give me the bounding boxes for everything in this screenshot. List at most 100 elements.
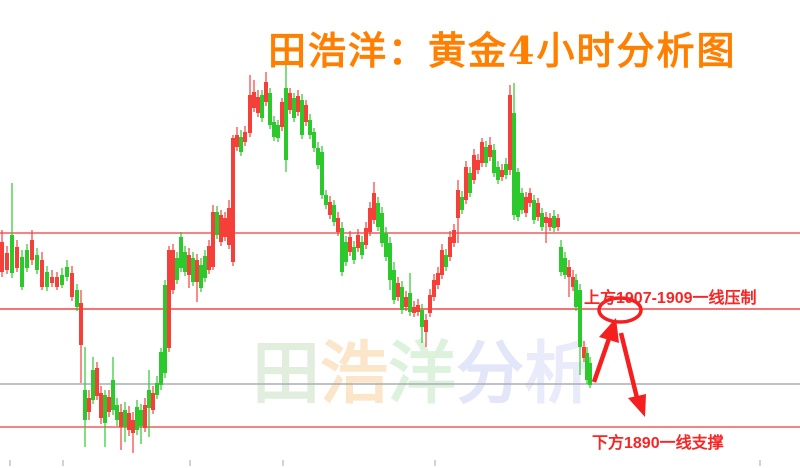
candle bbox=[376, 203, 380, 227]
candle bbox=[440, 250, 444, 275]
candle bbox=[476, 160, 480, 170]
candle bbox=[452, 230, 456, 243]
candle bbox=[444, 255, 448, 267]
candle bbox=[384, 233, 388, 257]
candle bbox=[127, 413, 131, 430]
candle bbox=[578, 290, 582, 347]
candle bbox=[356, 235, 360, 248]
watermark-char: 田 bbox=[252, 334, 321, 414]
candle bbox=[239, 137, 243, 152]
candle bbox=[296, 96, 300, 112]
candle bbox=[484, 147, 488, 163]
candle bbox=[472, 155, 476, 180]
candle bbox=[500, 170, 504, 177]
candle bbox=[492, 150, 496, 173]
up-arrow-head bbox=[599, 318, 619, 343]
candle bbox=[175, 258, 179, 280]
candle bbox=[35, 255, 39, 270]
candle bbox=[516, 172, 520, 217]
candle bbox=[563, 258, 567, 275]
candle bbox=[552, 216, 556, 228]
watermark-char: 洋 bbox=[388, 334, 457, 414]
watermark: 田浩洋分析 bbox=[252, 318, 592, 417]
candle bbox=[408, 293, 412, 312]
candle bbox=[416, 305, 420, 312]
candle bbox=[211, 212, 215, 267]
candle bbox=[344, 242, 348, 262]
candle bbox=[512, 113, 516, 215]
candle bbox=[135, 407, 139, 430]
candle bbox=[179, 237, 183, 268]
candle bbox=[320, 152, 324, 195]
candle bbox=[352, 247, 356, 260]
candle bbox=[308, 120, 312, 135]
candle bbox=[464, 167, 468, 200]
candle bbox=[167, 250, 171, 348]
candle bbox=[5, 253, 9, 270]
candle bbox=[380, 213, 384, 243]
candle bbox=[536, 203, 540, 217]
candle bbox=[187, 255, 191, 275]
candle bbox=[65, 267, 69, 277]
candle bbox=[272, 122, 276, 137]
candle bbox=[0, 242, 4, 272]
candle bbox=[40, 260, 44, 287]
candle bbox=[199, 265, 203, 288]
candle bbox=[155, 383, 159, 395]
candle bbox=[532, 200, 536, 220]
page-title: 田浩洋：黄金4小时分析图 bbox=[268, 28, 737, 73]
candle bbox=[432, 280, 436, 297]
candle bbox=[111, 380, 115, 410]
candle bbox=[131, 420, 135, 433]
candle bbox=[147, 390, 151, 408]
candle bbox=[183, 252, 187, 272]
candle bbox=[219, 215, 223, 242]
candle bbox=[460, 197, 464, 210]
candle bbox=[372, 193, 376, 220]
candle bbox=[574, 280, 578, 307]
candle bbox=[195, 260, 199, 282]
support-annotation: 下方1890一线支撑 bbox=[592, 435, 724, 452]
watermark-char: 浩 bbox=[320, 334, 389, 414]
candle bbox=[10, 235, 14, 273]
candle bbox=[428, 295, 432, 313]
candle bbox=[203, 256, 207, 278]
candle bbox=[30, 240, 34, 260]
candle bbox=[119, 412, 123, 427]
candle bbox=[324, 195, 328, 205]
candle bbox=[559, 247, 563, 272]
candle bbox=[20, 257, 24, 287]
candle bbox=[412, 307, 416, 313]
watermark-char: 析 bbox=[524, 334, 593, 414]
candle bbox=[524, 197, 528, 213]
candle bbox=[567, 267, 571, 277]
candle bbox=[103, 395, 107, 423]
candle bbox=[60, 275, 64, 285]
candle bbox=[55, 277, 59, 287]
candle bbox=[404, 297, 408, 307]
candle bbox=[420, 310, 424, 327]
candle bbox=[548, 218, 552, 227]
candle bbox=[396, 283, 400, 297]
candle bbox=[456, 190, 460, 218]
candle bbox=[75, 290, 79, 307]
candle bbox=[280, 102, 284, 127]
candle bbox=[300, 100, 304, 135]
candle bbox=[504, 164, 508, 175]
candle bbox=[540, 213, 544, 227]
candle bbox=[139, 410, 143, 426]
candle bbox=[79, 303, 83, 345]
candle bbox=[115, 405, 119, 420]
resistance-annotation: 上方1907-1909一线压制 bbox=[584, 290, 757, 307]
candle bbox=[348, 237, 352, 252]
candle bbox=[571, 277, 575, 287]
candle bbox=[544, 217, 548, 223]
candle bbox=[520, 193, 524, 210]
candle bbox=[556, 218, 560, 227]
candle bbox=[400, 287, 404, 310]
down-arrow-shaft bbox=[618, 332, 640, 399]
candle bbox=[448, 237, 452, 257]
candle bbox=[171, 250, 175, 290]
candle bbox=[340, 228, 344, 272]
